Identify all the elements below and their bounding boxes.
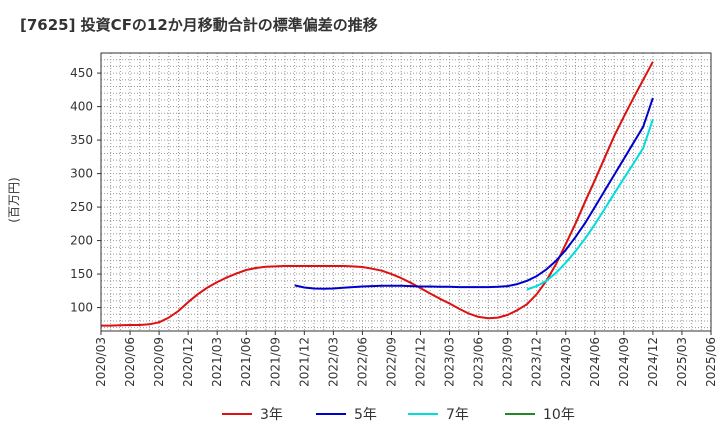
x-tick-label: 2020/09 <box>152 337 166 387</box>
x-tick-label: 2024/12 <box>646 337 660 387</box>
series-line-3 <box>526 118 654 291</box>
x-tick-label: 2022/12 <box>414 337 428 387</box>
x-axis: 2020/03 2020/06 2020/09 2020/12 2021/03 2021/… <box>94 331 718 387</box>
y-tick-label: 400 <box>70 100 93 114</box>
x-tick-label: 2024/06 <box>588 337 602 387</box>
x-tick-label: 2022/06 <box>355 337 369 387</box>
x-tick-label: 2021/09 <box>268 337 282 387</box>
x-tick-label: 2023/12 <box>530 337 544 387</box>
legend-label-1: 3年 <box>260 407 283 423</box>
x-tick-label: 2023/06 <box>472 337 486 387</box>
y-tick-label: 150 <box>70 267 93 281</box>
y-tick-label: 450 <box>70 66 93 80</box>
x-tick-label: 2025/03 <box>675 337 689 387</box>
x-tick-label: 2023/03 <box>443 337 457 387</box>
legend-label-4: 10年 <box>543 407 575 423</box>
x-tick-label: 2023/09 <box>501 337 515 387</box>
y-axis: 100 150 200 250 300 350 400 450 <box>70 66 101 315</box>
plot-background <box>101 53 711 331</box>
y-tick-label: 300 <box>70 167 93 181</box>
chart-title: [7625] 投資CFの12か月移動合計の標準偏差の推移 <box>20 16 378 34</box>
x-tick-label: 2025/06 <box>704 337 718 387</box>
legend-label-3: 7年 <box>446 407 469 423</box>
x-tick-label: 2024/09 <box>617 337 631 387</box>
y-tick-label: 100 <box>70 301 93 315</box>
series-layer <box>101 61 654 327</box>
legend-label-2: 5年 <box>354 407 377 423</box>
grid-vertical <box>110 53 702 331</box>
y-tick-label: 250 <box>70 200 93 214</box>
y-tick-label: 200 <box>70 234 93 248</box>
y-axis-label: (百万円) <box>7 177 21 222</box>
x-tick-label: 2021/06 <box>239 337 253 387</box>
x-tick-label: 2020/12 <box>181 337 195 387</box>
series-line-2 <box>294 97 654 290</box>
x-tick-label: 2021/03 <box>210 337 224 387</box>
x-tick-label: 2022/03 <box>326 337 340 387</box>
x-tick-label: 2020/03 <box>94 337 108 387</box>
plot-frame <box>100 52 712 332</box>
legend: 3年 5年 7年 10年 <box>222 407 575 423</box>
x-tick-label: 2021/12 <box>297 337 311 387</box>
y-tick-label: 350 <box>70 133 93 147</box>
x-tick-label: 2020/06 <box>123 337 137 387</box>
x-tick-label: 2022/09 <box>384 337 398 387</box>
x-tick-label: 2024/03 <box>559 337 573 387</box>
